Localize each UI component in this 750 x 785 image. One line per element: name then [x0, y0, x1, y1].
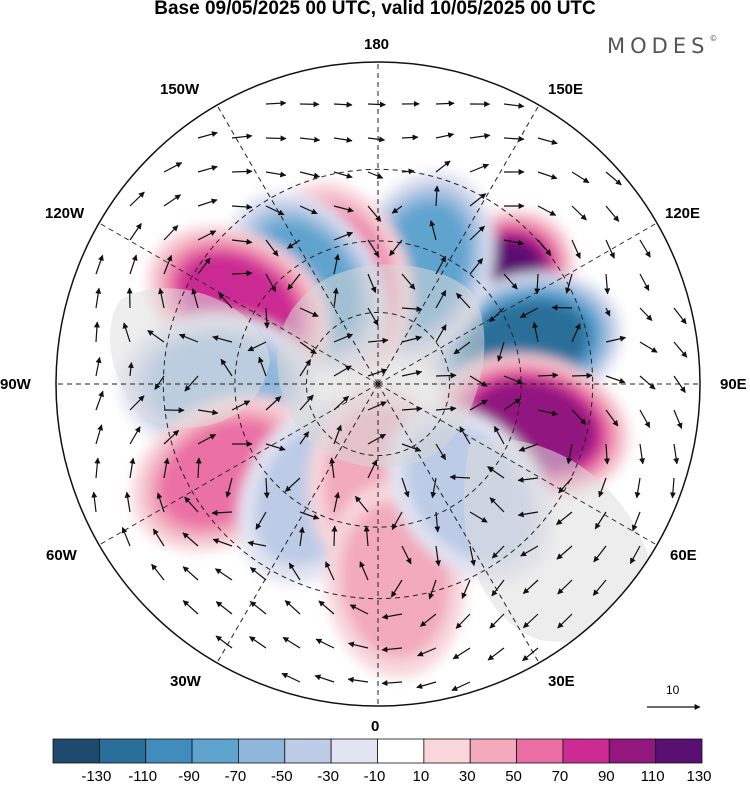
colorbar-tick: 90: [598, 768, 615, 785]
lon-label-0: 0: [371, 718, 379, 735]
colorbar-swatch: [656, 739, 702, 763]
vector-key-label: 10: [666, 683, 679, 697]
lon-label-150e: 150E: [548, 81, 583, 98]
colorbar-tick: 130: [686, 768, 711, 785]
colorbar-swatch: [424, 739, 470, 763]
colorbar-tick: -130: [81, 768, 111, 785]
wind-vector: [572, 375, 592, 376]
colorbar-swatch: [53, 739, 99, 763]
lon-label-90w: 90W: [0, 376, 31, 393]
colorbar-swatch: [99, 739, 145, 763]
lon-label-90e: 90E: [720, 376, 747, 393]
wind-vector: [334, 526, 335, 546]
colorbar: [53, 739, 702, 763]
colorbar-tick: 50: [505, 768, 522, 785]
colorbar-tick: -50: [271, 768, 293, 785]
colorbar-tick: 30: [459, 768, 476, 785]
colorbar-swatch: [192, 739, 238, 763]
colorbar-tick: -70: [225, 768, 247, 785]
colorbar-swatch: [378, 739, 424, 763]
lon-label-30w: 30W: [170, 673, 201, 690]
colorbar-swatch: [470, 739, 516, 763]
wind-vector: [368, 104, 385, 105]
lon-label-120w: 120W: [45, 205, 84, 222]
colorbar-tick: -30: [317, 768, 339, 785]
colorbar-swatch: [563, 739, 609, 763]
colorbar-tick: -110: [128, 768, 157, 785]
wind-vector: [436, 103, 454, 104]
colorbar-tick: 110: [641, 768, 665, 785]
colorbar-swatch: [331, 739, 377, 763]
lon-label-180: 180: [364, 36, 389, 53]
colorbar-swatch: [238, 739, 284, 763]
colorbar-tick: 10: [413, 768, 430, 785]
lon-label-120e: 120E: [665, 205, 700, 222]
lon-label-30e: 30E: [548, 673, 575, 690]
wind-vector: [436, 375, 456, 376]
lon-label-60w: 60W: [46, 547, 77, 564]
lon-label-150w: 150W: [160, 81, 199, 98]
map-disc: [50, 55, 710, 715]
colorbar-tick: 70: [552, 768, 569, 785]
colorbar-swatch: [609, 739, 655, 763]
colorbar-swatch: [285, 739, 331, 763]
colorbar-tick: -10: [364, 768, 386, 785]
wind-vector: [232, 171, 252, 172]
colorbar-swatch: [517, 739, 563, 763]
wind-vector: [266, 138, 286, 139]
lon-label-60e: 60E: [670, 547, 697, 564]
colorbar-swatch: [146, 739, 192, 763]
colorbar-tick: -90: [178, 768, 200, 785]
wind-vector: [552, 307, 572, 308]
